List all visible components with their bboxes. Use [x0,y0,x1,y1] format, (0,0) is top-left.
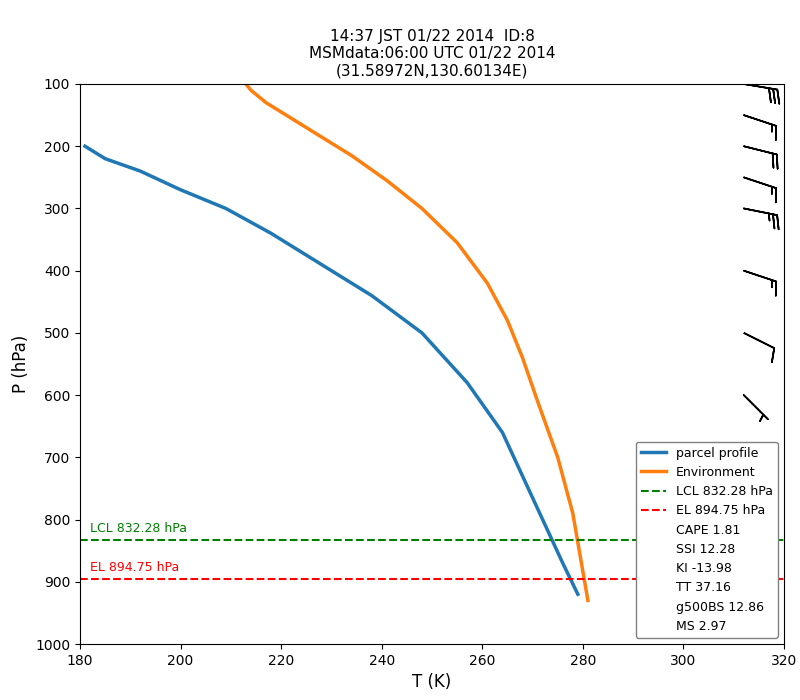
Text: LCL 832.28 hPa: LCL 832.28 hPa [90,522,187,535]
parcel profile [317,260,326,269]
Environment [583,596,593,605]
Environment [482,279,492,287]
Title: 14:37 JST 01/22 2014  ID:8
MSMdata:06:00 UTC 01/22 2014
(31.58972N,130.60134E): 14:37 JST 01/22 2014 ID:8 MSMdata:06:00 … [309,29,555,78]
Environment [317,133,326,141]
parcel profile [462,379,472,387]
parcel profile [221,204,230,213]
Environment [452,239,462,247]
Environment [553,453,562,461]
parcel profile [498,428,507,437]
Environment [568,509,578,517]
Environment [241,80,250,88]
Environment [502,316,512,325]
Environment [262,99,271,107]
parcel profile [518,472,527,480]
parcel profile [135,167,145,175]
X-axis label: T (K): T (K) [412,673,452,692]
Text: EL 894.75 hPa: EL 894.75 hPa [90,561,179,573]
Environment [286,114,296,122]
parcel profile [367,291,377,300]
parcel profile [266,229,276,237]
Environment [417,204,426,213]
Environment [246,86,256,94]
Environment [518,354,527,362]
Line: Environment: Environment [246,84,588,601]
parcel profile [558,559,567,567]
Environment [346,151,356,160]
parcel profile [80,142,90,150]
parcel profile [176,186,186,194]
Line: parcel profile: parcel profile [85,146,578,594]
parcel profile [100,155,110,163]
Environment [382,176,391,185]
parcel profile [538,515,547,524]
parcel profile [573,590,582,598]
Y-axis label: P (hPa): P (hPa) [11,335,30,393]
parcel profile [417,329,426,337]
Environment [533,397,542,405]
Legend: parcel profile, Environment, LCL 832.28 hPa, EL 894.75 hPa, CAPE 1.81, SSI 12.28: parcel profile, Environment, LCL 832.28 … [636,442,778,638]
